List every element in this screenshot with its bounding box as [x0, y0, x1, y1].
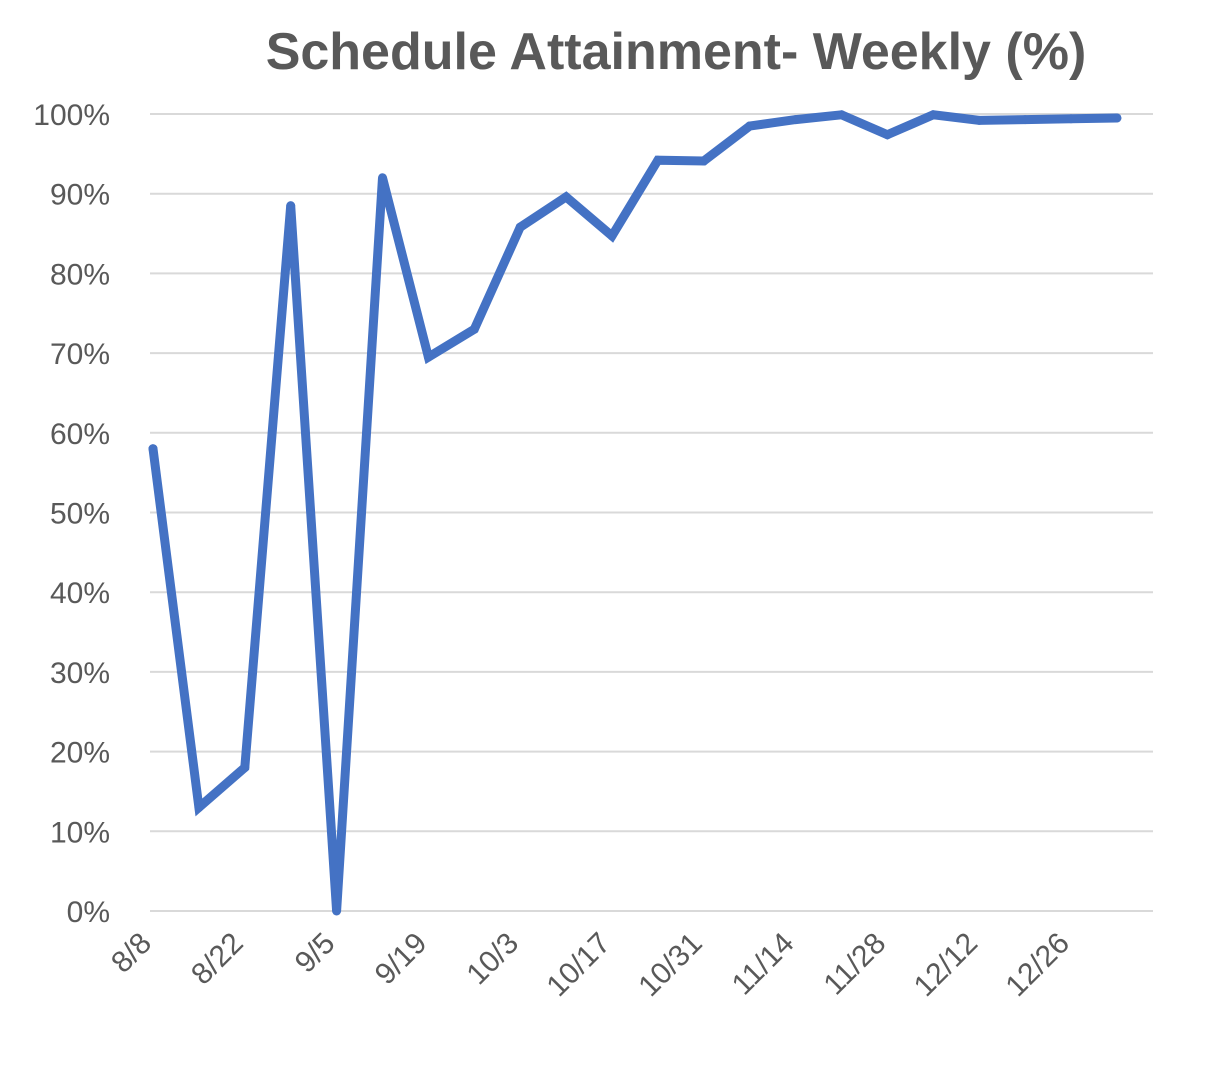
data-point	[515, 222, 525, 232]
data-point	[1112, 113, 1122, 123]
data-point	[561, 192, 571, 202]
y-tick-label: 50%	[50, 498, 110, 531]
data-point	[882, 130, 892, 140]
data-point	[332, 906, 342, 916]
y-tick-label: 20%	[50, 737, 110, 770]
x-tick-label: 10/31	[632, 927, 708, 1003]
y-tick-label: 100%	[33, 99, 110, 132]
series-line	[148, 110, 1122, 912]
data-point	[469, 324, 479, 334]
x-tick-label: 10/3	[461, 927, 526, 992]
data-point	[745, 121, 755, 131]
y-tick-label: 30%	[50, 657, 110, 690]
data-point	[653, 155, 663, 165]
x-tick-label: 9/19	[369, 927, 434, 992]
data-point	[837, 110, 846, 120]
y-tick-label: 90%	[50, 179, 110, 212]
y-tick-label: 80%	[50, 258, 110, 291]
x-tick-label: 10/17	[541, 927, 617, 1003]
data-point	[148, 444, 158, 454]
x-tick-label: 12/12	[908, 927, 984, 1003]
y-tick-label: 10%	[50, 816, 110, 849]
data-point	[928, 110, 938, 120]
x-tick-label: 11/28	[817, 927, 892, 1002]
x-tick-label: 12/26	[1000, 927, 1076, 1003]
chart-title: Schedule Attainment- Weekly (%)	[265, 23, 1087, 81]
y-tick-label: 70%	[50, 338, 110, 371]
data-point	[699, 156, 709, 166]
x-tick-label: 9/5	[289, 927, 342, 980]
y-tick-label: 40%	[50, 577, 110, 610]
data-point	[423, 352, 433, 362]
y-tick-label: 0%	[67, 896, 110, 929]
data-point	[974, 115, 984, 125]
data-point	[791, 115, 801, 125]
x-tick-label: 8/22	[185, 927, 250, 992]
data-point	[607, 231, 617, 241]
data-point	[1066, 114, 1076, 124]
data-point	[1020, 115, 1030, 125]
x-tick-label: 11/14	[726, 927, 801, 1002]
data-point	[240, 763, 250, 773]
data-point	[378, 173, 387, 183]
y-tick-label: 60%	[50, 418, 110, 451]
data-point	[286, 201, 296, 211]
x-tick-label: 8/8	[105, 927, 158, 980]
data-point	[194, 802, 204, 812]
